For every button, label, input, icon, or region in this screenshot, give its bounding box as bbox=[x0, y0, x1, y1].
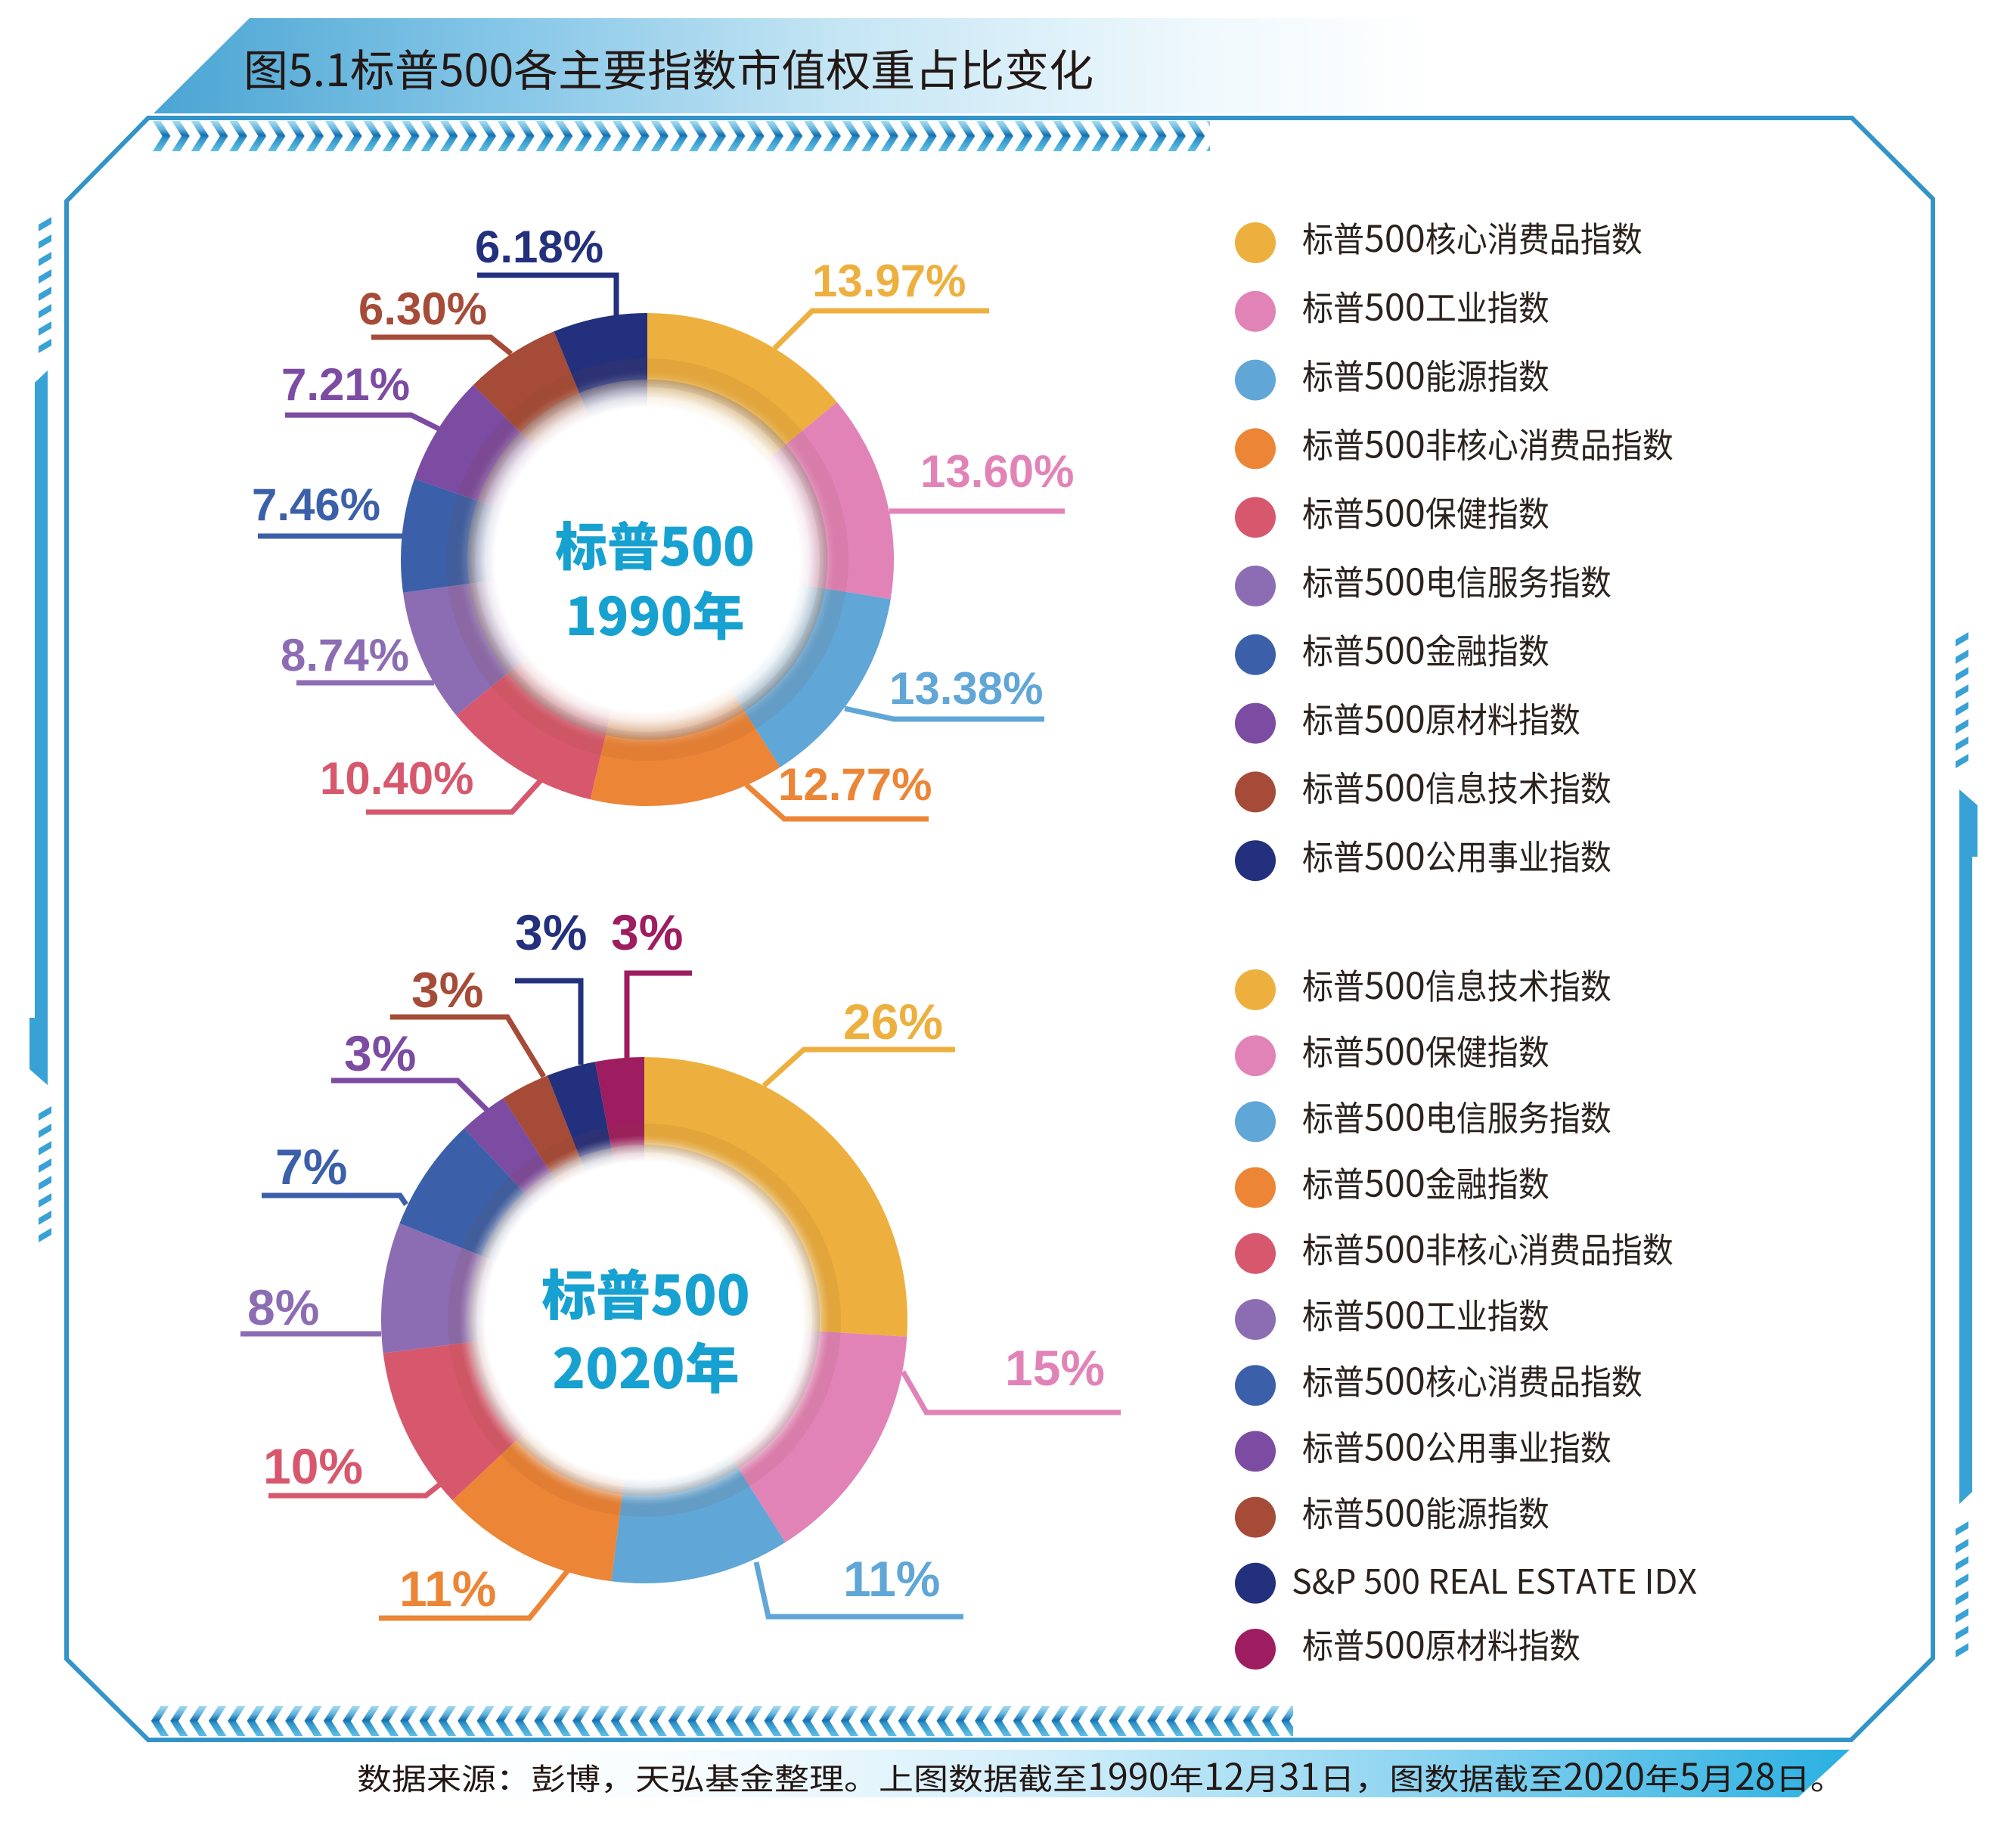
svg-text:3%: 3% bbox=[344, 1025, 416, 1081]
svg-text:3%: 3% bbox=[515, 904, 587, 960]
svg-text:10.40%: 10.40% bbox=[320, 753, 474, 804]
svg-text:11%: 11% bbox=[399, 1561, 496, 1617]
svg-text:13.60%: 13.60% bbox=[920, 446, 1075, 497]
svg-text:7.46%: 7.46% bbox=[252, 479, 380, 530]
svg-text:8.74%: 8.74% bbox=[281, 630, 409, 681]
svg-text:7.21%: 7.21% bbox=[281, 359, 410, 410]
svg-text:3%: 3% bbox=[411, 962, 483, 1018]
svg-text:8%: 8% bbox=[247, 1279, 319, 1335]
svg-text:12.77%: 12.77% bbox=[778, 759, 932, 810]
svg-text:13.97%: 13.97% bbox=[812, 256, 966, 306]
svg-text:10%: 10% bbox=[263, 1438, 363, 1494]
svg-text:3%: 3% bbox=[611, 904, 683, 960]
svg-text:6.18%: 6.18% bbox=[475, 222, 603, 272]
svg-text:7%: 7% bbox=[275, 1139, 347, 1195]
svg-text:11%: 11% bbox=[843, 1551, 940, 1607]
svg-text:13.38%: 13.38% bbox=[889, 663, 1044, 714]
svg-text:6.30%: 6.30% bbox=[358, 284, 487, 334]
svg-text:26%: 26% bbox=[843, 994, 943, 1050]
svg-text:15%: 15% bbox=[1005, 1340, 1105, 1396]
